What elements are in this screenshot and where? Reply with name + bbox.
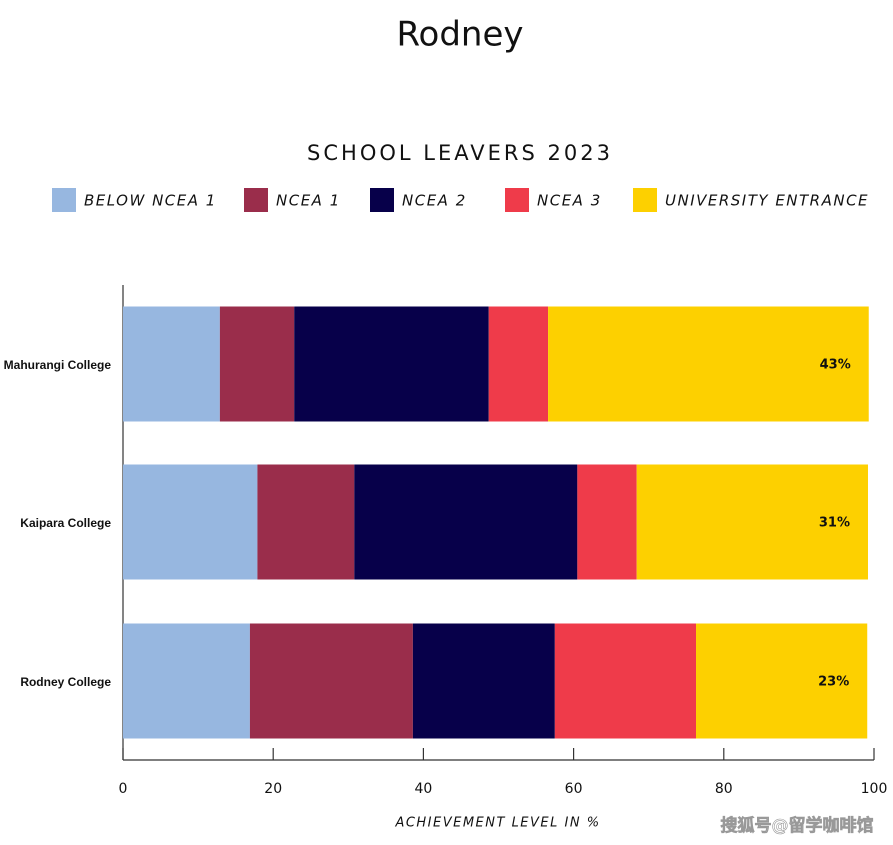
x-tick-label: 80 (715, 781, 733, 797)
bar-segment (548, 306, 869, 422)
legend-swatch (52, 188, 76, 212)
watermark: 搜狐号@留学咖啡馆 (721, 815, 874, 836)
x-tick-label: 60 (565, 781, 583, 797)
y-tick-label: Mahurangi College (4, 358, 112, 372)
legend-swatch (244, 188, 268, 212)
bar-segment (123, 306, 220, 422)
y-tick-label: Rodney College (20, 675, 111, 689)
legend-label: NCEA 2 (402, 192, 467, 210)
bar-segment (577, 464, 637, 580)
bar-segment (123, 464, 258, 580)
x-tick-label: 40 (414, 781, 432, 797)
bar-segment (354, 464, 578, 580)
x-axis-label: ACHIEVEMENT LEVEL IN % (394, 816, 600, 831)
x-tick-label: 20 (264, 781, 282, 797)
bar-segment (488, 306, 549, 422)
bar-segment (294, 306, 489, 422)
legend-label: UNIVERSITY ENTRANCE (665, 192, 869, 210)
legend-label: NCEA 3 (537, 192, 602, 210)
value-label: 43% (820, 358, 851, 373)
legend-swatch (633, 188, 657, 212)
bar-segment (219, 306, 295, 422)
chart-title: SCHOOL LEAVERS 2023 (307, 141, 613, 165)
value-label: 31% (819, 516, 850, 531)
x-tick-label: 100 (861, 781, 888, 797)
bar-segment (412, 623, 555, 739)
legend-label: NCEA 1 (276, 192, 341, 210)
x-tick-label: 0 (119, 781, 128, 797)
bar-segment (257, 464, 355, 580)
value-label: 23% (818, 675, 849, 690)
bar-segment (554, 623, 697, 739)
bar-segment (696, 623, 868, 739)
legend-label: BELOW NCEA 1 (84, 192, 217, 210)
bar-segment (636, 464, 868, 580)
y-tick-label: Kaipara College (20, 516, 111, 530)
legend-swatch (505, 188, 529, 212)
page-title: Rodney (396, 15, 523, 55)
bar-segment (123, 623, 250, 739)
bar-segment (249, 623, 413, 739)
legend-swatch (370, 188, 394, 212)
